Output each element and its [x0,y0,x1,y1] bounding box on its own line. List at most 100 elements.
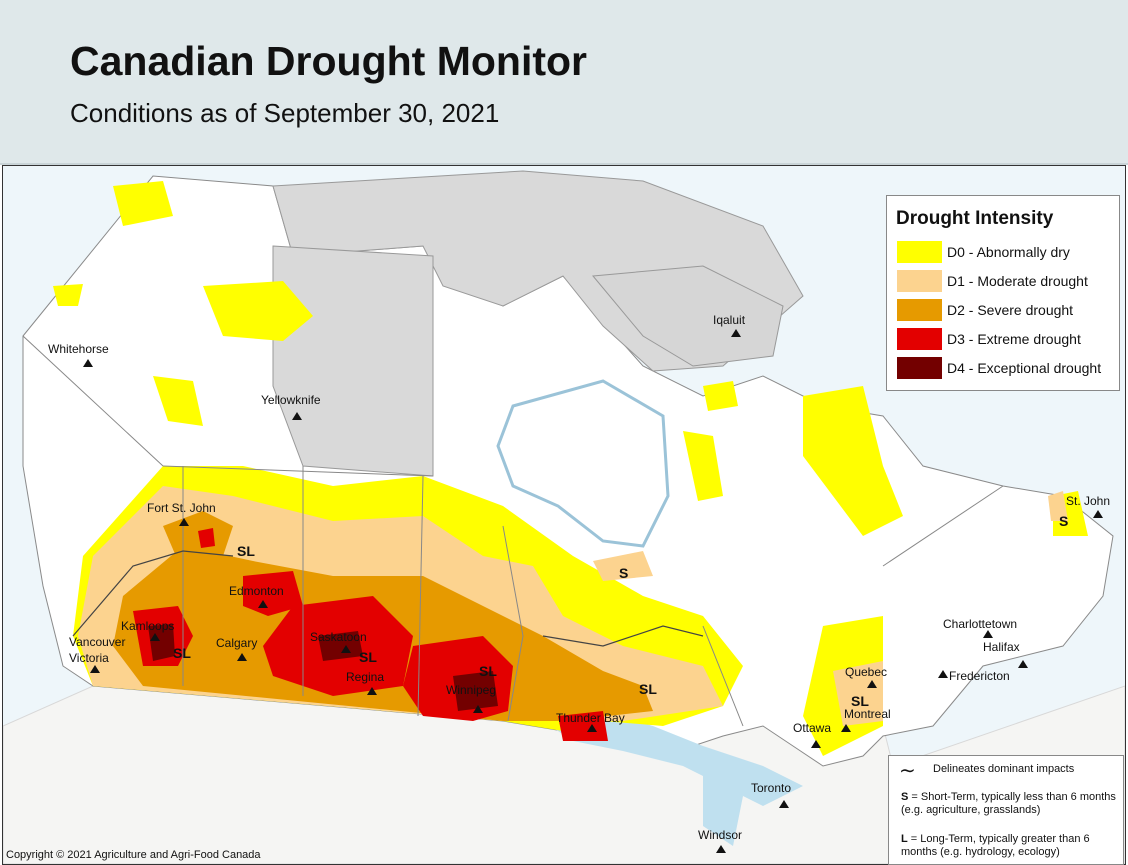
legend-label: D1 - Moderate drought [947,273,1088,289]
impact-label-ontario: SL [639,681,657,697]
page-title: Canadian Drought Monitor [70,38,588,84]
impact-lines [72,550,704,647]
city-iqaluit: Iqaluit [713,313,746,337]
d0-ungava-patch [703,381,738,411]
legend-item-d0: D0 - Abnormally dry [897,241,1117,263]
city-halifax: Halifax [983,640,1028,668]
impact-label-ontario-north: S [619,565,628,581]
legend-item-d2: D2 - Severe drought [897,299,1117,321]
legend-swatch [897,357,942,379]
city-kamloops: Kamloops [121,619,174,641]
city-label: Edmonton [229,584,284,598]
city-label: St. John [1066,494,1110,508]
city-label: Vancouver [69,635,125,649]
d0-quebec-north [803,386,903,536]
city-thunder-bay: Thunder Bay [556,711,625,732]
city-label: Whitehorse [48,342,109,356]
city-toronto: Toronto [751,781,791,808]
long-term-key: L [901,833,908,845]
hudson-bay [496,379,670,548]
yukon-border [22,335,164,467]
long-term-text: = Long-Term, typically greater than 6 mo… [901,833,1090,858]
city-label: Yellowknife [261,393,321,407]
city-marker-icon [292,412,302,420]
sask-manitoba-border [417,475,424,717]
city-marker-icon [150,633,160,641]
city-marker-icon [1093,510,1103,518]
drought-map: SL SL SL SL SL SL S S Whitehorse Yellowk… [2,165,1126,865]
d0-yukon-south [53,284,83,306]
city-marker-icon [716,845,726,853]
city-edmonton: Edmonton [229,584,284,608]
d0-nwt-south [153,376,203,426]
d1-quebec [833,661,883,726]
city-label: Regina [346,670,384,684]
city-marker-icon [90,665,100,673]
baffin-island [592,265,784,367]
impacts-legend: ∼ Delineates dominant impacts S = Short-… [888,755,1124,865]
legend-swatch [897,299,942,321]
legend-swatch [897,241,942,263]
d2-north-bc [163,511,233,561]
legend-item-d3: D3 - Extreme drought [897,328,1117,350]
impact-labels: SL SL SL SL SL SL S S [173,513,1068,709]
city-label: Thunder Bay [556,711,625,725]
legend-item-d1: D1 - Moderate drought [897,270,1117,292]
d4-areas [148,624,498,711]
manitoba-ontario-border [502,525,524,722]
d4-saskatoon [318,631,363,661]
legend-item-d4: D4 - Exceptional drought [897,357,1117,379]
d3-fort-st-john [198,528,215,548]
impact-line-icon: ∼ [899,760,916,782]
legend-label: D0 - Abnormally dry [947,244,1070,260]
labrador-border [882,485,1004,567]
city-label: Iqaluit [713,313,746,327]
city-label: Calgary [216,636,257,650]
city-marker-icon [341,645,351,653]
city-st-john: St. John [1066,494,1110,518]
city-marker-icon [983,630,993,638]
city-victoria: Victoria [69,651,109,673]
lake-michigan [703,766,743,846]
impact-line-west [72,550,234,637]
city-marker-icon [779,800,789,808]
legend-label: D4 - Exceptional drought [947,360,1102,376]
city-quebec: Quebec [845,665,887,688]
d1-newfoundland [1048,491,1068,521]
city-marker-icon [179,518,189,526]
short-term-note: S = Short-Term, typically less than 6 mo… [901,791,1119,817]
city-label: Victoria [69,651,109,665]
d0-nwt-patch [203,281,313,341]
city-label: Montreal [844,707,891,721]
city-label: Saskatoon [310,630,367,644]
legend-title: Drought Intensity [896,208,1054,229]
city-label: Winnipeg [446,683,496,697]
city-label: Toronto [751,781,791,795]
city-charlottetown: Charlottetown [943,617,1017,638]
impact-label-bc: SL [173,645,191,661]
impact-line-east [542,625,704,647]
city-marker-icon [811,740,821,748]
copyright-notice: Copyright © 2021 Agriculture and Agri-Fo… [6,849,261,861]
city-montreal: Montreal [841,707,891,732]
city-label: Fredericton [949,669,1010,683]
d3-edmonton [243,571,303,616]
nunavut-mainland [272,245,434,477]
city-marker-icon [587,724,597,732]
ontario-quebec-border [702,625,744,727]
d4-winnipeg [453,671,498,711]
city-label: Kamloops [121,619,174,633]
city-marker-icon [867,680,877,688]
short-term-text: = Short-Term, typically less than 6 mont… [901,791,1116,816]
d4-bc [148,624,175,661]
legend-label: D2 - Severe drought [947,302,1074,318]
city-marker-icon [841,724,851,732]
d0-ungava [683,431,723,501]
legend-swatch [897,328,942,350]
city-fredericton: Fredericton [938,669,1010,683]
city-label: Charlottetown [943,617,1017,631]
city-fort-st-john: Fort St. John [147,501,216,526]
d1-ontario-north [593,551,653,581]
city-label: Halifax [983,640,1020,654]
provincial-borders [22,335,1004,727]
